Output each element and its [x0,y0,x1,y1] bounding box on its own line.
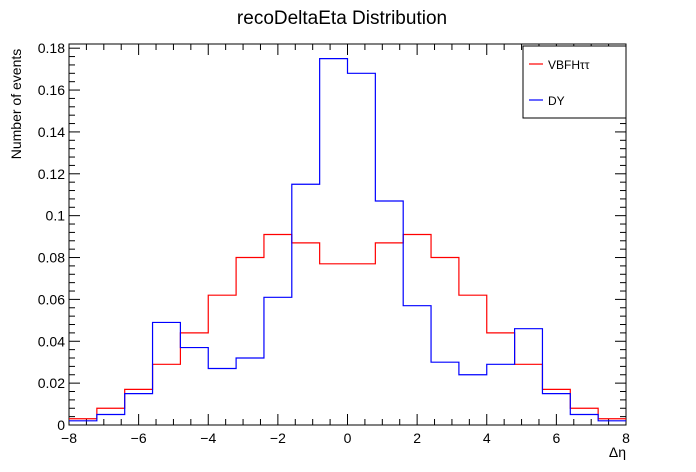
x-tick-label: −2 [270,430,286,446]
x-tick-label: 6 [552,430,560,446]
y-tick-label: 0.12 [38,166,65,182]
x-tick-label: 0 [344,430,352,446]
x-tick-label: −6 [131,430,147,446]
y-tick-label: 0 [57,417,65,433]
x-tick-label: 2 [413,430,421,446]
legend-label-0: VBFHττ [548,58,590,72]
y-tick-label: 0.04 [38,333,65,349]
x-axis-label: Δη [609,444,626,460]
y-axis-label: Number of events [8,49,24,160]
series-line-1 [69,58,626,422]
series-line-0 [69,233,626,420]
y-tick-label: 0.18 [38,40,65,56]
y-tick-label: 0.02 [38,375,65,391]
y-tick-label: 0.1 [46,208,66,224]
legend-box [522,45,627,119]
x-tick-label: −4 [200,430,216,446]
x-tick-label: −8 [61,430,77,446]
y-tick-label: 0.08 [38,250,65,266]
chart-title: recoDeltaEta Distribution [237,8,447,29]
y-tick-label: 0.06 [38,291,65,307]
y-tick-label: 0.14 [38,124,65,140]
x-tick-label: 4 [483,430,491,446]
x-tick-label: 8 [622,430,630,446]
legend-label-1: DY [548,94,565,108]
y-tick-label: 0.16 [38,82,65,98]
